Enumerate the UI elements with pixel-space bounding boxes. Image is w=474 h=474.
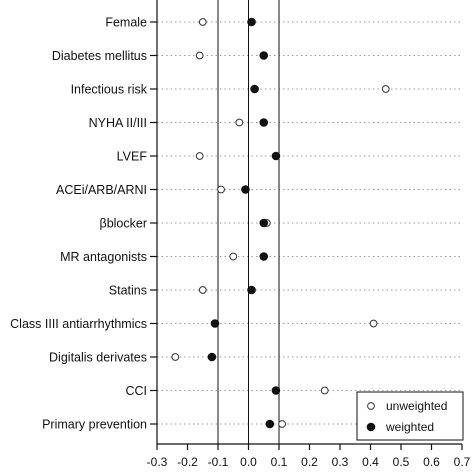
category-label: NYHA II/III xyxy=(89,116,147,130)
x-tick-label: 0.5 xyxy=(393,455,410,469)
point-weighted xyxy=(259,218,269,228)
point-unweighted xyxy=(195,152,204,160)
x-tick-label: 0.7 xyxy=(454,455,471,469)
point-weighted xyxy=(271,386,281,395)
axes xyxy=(150,0,463,450)
category-label: Female xyxy=(105,16,147,30)
category-label: CCI xyxy=(125,384,147,398)
point-weighted xyxy=(250,84,259,94)
x-tick-labels: -0.3 -0.2 -0.1 0.0 0.1 0.2 0.3 0.4 0.5 0.6 0.7 xyxy=(147,455,471,469)
data-points xyxy=(171,17,390,429)
legend-box xyxy=(356,391,464,441)
point-unweighted xyxy=(217,185,225,194)
legend: unweighted weighted xyxy=(356,391,464,441)
point-weighted xyxy=(247,285,256,295)
category-label: ACEi/ARB/ARNI xyxy=(56,183,147,197)
legend-marker-unweighted xyxy=(367,402,375,410)
legend-marker-weighted xyxy=(366,422,376,432)
point-unweighted xyxy=(381,85,390,93)
category-label: Digitalis derivates xyxy=(49,351,147,365)
category-label: Class IIII antiarrhythmics xyxy=(10,317,147,331)
category-label: βblocker xyxy=(100,217,148,231)
point-weighted xyxy=(259,252,269,261)
point-unweighted xyxy=(229,252,238,261)
point-weighted xyxy=(247,17,256,27)
point-unweighted xyxy=(195,51,204,60)
x-tick-label: 0.1 xyxy=(271,455,288,469)
x-tick-label: 0.3 xyxy=(332,455,349,469)
point-unweighted xyxy=(235,118,244,127)
category-label: Primary prevention xyxy=(42,418,147,432)
point-unweighted xyxy=(198,18,207,26)
category-label: Infectious risk xyxy=(71,83,148,97)
point-weighted xyxy=(241,185,250,194)
point-weighted xyxy=(210,319,220,328)
point-unweighted xyxy=(369,319,378,328)
x-tick-label: -0.2 xyxy=(177,455,198,469)
reference-lines xyxy=(217,0,280,444)
x-tick-label: -0.3 xyxy=(147,455,168,469)
x-tick-label: 0.0 xyxy=(240,455,257,469)
point-weighted xyxy=(265,419,275,429)
category-label: Diabetes mellitus xyxy=(52,49,147,63)
category-label: Statins xyxy=(109,284,147,298)
x-tick-label: -0.1 xyxy=(208,455,229,469)
legend-label-weighted: weighted xyxy=(385,420,434,434)
point-unweighted xyxy=(198,286,207,294)
x-tick-label: 0.2 xyxy=(301,455,318,469)
legend-label-unweighted: unweighted xyxy=(386,399,447,413)
category-label: MR antagonists xyxy=(60,250,147,264)
point-unweighted xyxy=(171,353,180,361)
category-labels: Female Diabetes mellitus Infectious risk NY… xyxy=(10,16,148,432)
point-weighted xyxy=(259,51,269,60)
point-unweighted xyxy=(320,386,329,395)
point-weighted xyxy=(259,118,269,127)
category-label: LVEF xyxy=(117,150,148,164)
x-tick-label: 0.4 xyxy=(362,455,379,469)
point-weighted xyxy=(207,352,217,362)
point-unweighted xyxy=(278,420,286,428)
grid-lines xyxy=(157,21,462,425)
x-tick-label: 0.6 xyxy=(423,455,440,469)
point-weighted xyxy=(271,151,281,161)
